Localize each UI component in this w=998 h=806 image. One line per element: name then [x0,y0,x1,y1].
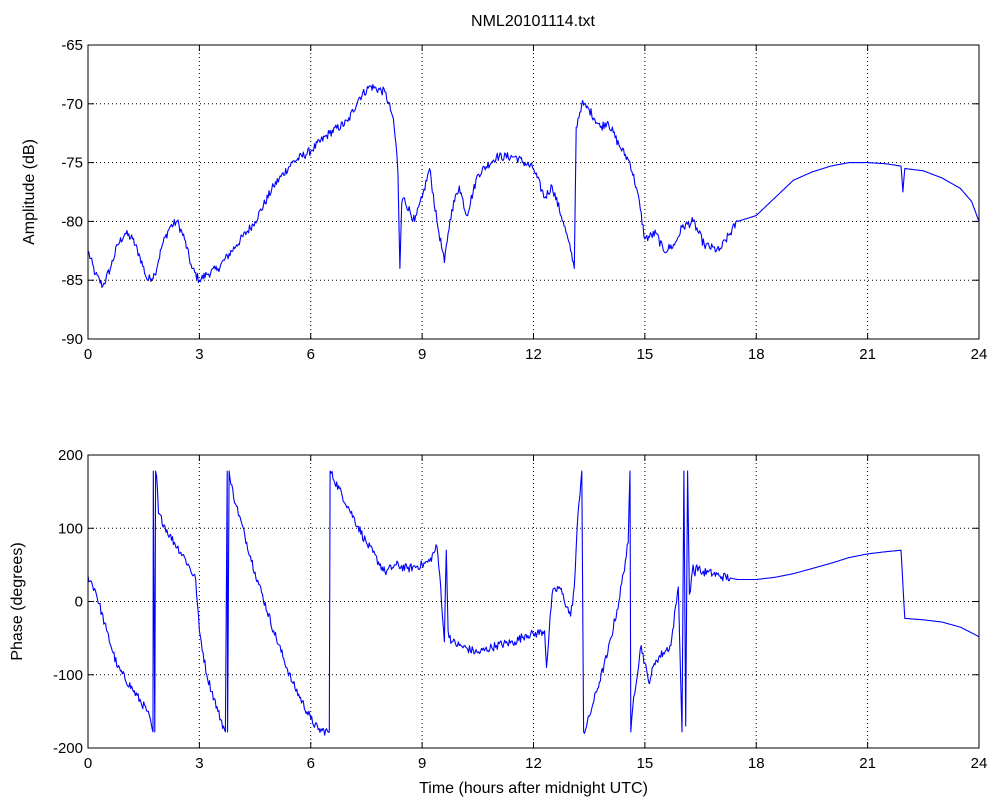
amplitude-x-tick-label: 3 [195,346,203,363]
amplitude-y-tick-label: -65 [61,37,83,54]
phase-panel: 0 3 6 9 12 15 18 21 24 -200 -100 0 100 200 Phase (degr… [9,447,987,797]
amplitude-y-tick-label: -75 [61,155,83,172]
phase-x-tick-label: 21 [859,755,876,772]
phase-axes-frame [87,454,980,749]
phase-y-tick-label: 0 [75,594,83,611]
figure-title: NML20101114.txt [471,13,595,30]
amplitude-y-axis-label: Amplitude (dB) [21,139,38,245]
phase-x-tick-label: 12 [525,755,542,772]
amplitude-x-tick-label: 6 [307,346,315,363]
amplitude-x-tick-label: 15 [637,346,654,363]
amplitude-x-tick-label: 0 [84,346,92,363]
amplitude-x-tick-label: 21 [859,346,876,363]
phase-x-tick-label: 15 [637,755,654,772]
amplitude-y-tick-label: -70 [61,96,83,113]
phase-y-tick-label: 200 [58,447,83,464]
phase-x-tick-label: 18 [748,755,765,772]
phase-x-tick-label: 6 [307,755,315,772]
phase-x-tick-label: 9 [418,755,426,772]
amplitude-y-tick-label: -80 [61,213,83,230]
amplitude-x-tick-label: 9 [418,346,426,363]
phase-plot-area [88,455,979,748]
phase-y-tick-label: 100 [58,520,83,537]
phase-x-tick-label: 24 [971,755,988,772]
phase-series-line [87,470,980,736]
phase-y-tick-label: -100 [53,667,83,684]
phase-y-axis-label: Phase (degrees) [9,542,26,660]
amplitude-panel: 0 3 6 9 12 15 18 21 24 -90 -85 -80 -75 -70 -65 Amplitud… [21,37,987,363]
phase-y-tick-label: -200 [53,740,83,757]
amplitude-x-tick-label: 12 [525,346,542,363]
amplitude-axes-frame [87,44,980,340]
amplitude-x-tick-label: 24 [971,346,988,363]
phase-x-axis-label: Time (hours after midnight UTC) [419,780,648,797]
phase-x-tick-label: 0 [84,755,92,772]
phase-x-tick-label: 3 [195,755,203,772]
amplitude-y-tick-label: -90 [61,331,83,348]
amplitude-y-tick-label: -85 [61,272,83,289]
amplitude-series-line [87,83,980,288]
amplitude-x-tick-label: 18 [748,346,765,363]
